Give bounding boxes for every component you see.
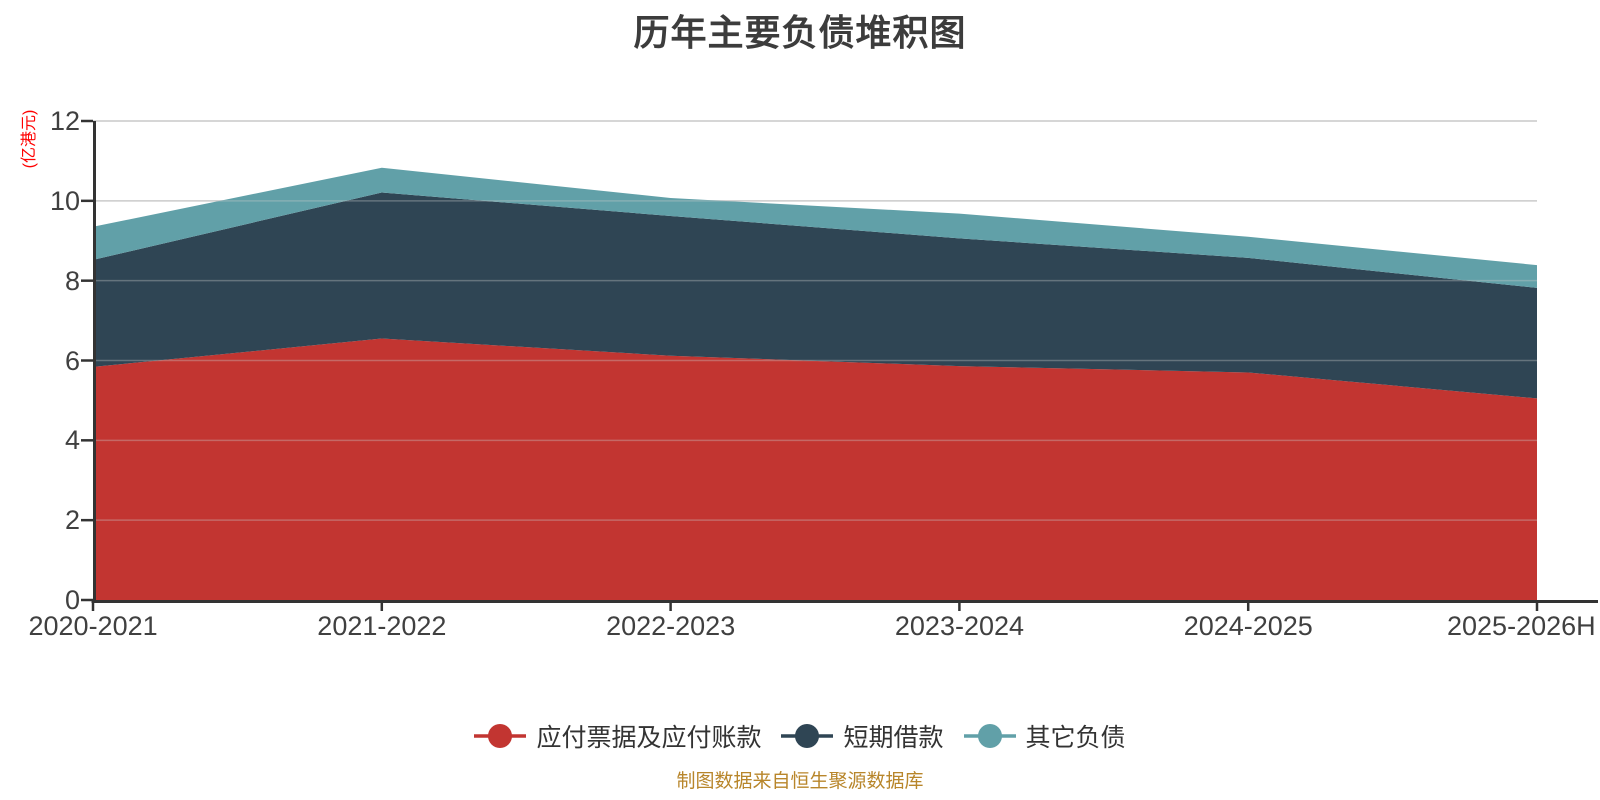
area-series-2[interactable] [93,192,1537,399]
legend-item[interactable]: 应付票据及应付账款 [474,718,761,754]
x-tick-label: 2024-2025 [1183,611,1313,641]
legend-label: 应付票据及应付账款 [536,724,762,752]
y-tick-label: 0 [64,585,80,615]
x-tick-label: 2023-2024 [894,611,1025,641]
legend-line-circle-icon [781,724,834,748]
x-tick-label: 2025-2026H [1447,611,1596,641]
y-tick-label: 8 [64,265,80,296]
area-series-1[interactable] [93,338,1537,600]
y-tick-label: 6 [64,345,80,376]
legend-item[interactable]: 短期借款 [781,718,944,754]
y-tick-label: 10 [49,185,80,216]
y-tick-label: 2 [64,505,80,536]
chart-title: 历年主要负债堆积图 [633,12,967,53]
x-tick-label: 2020-2021 [28,611,158,641]
x-tick-label: 2022-2023 [606,611,736,641]
legend: 应付票据及应付账款 短期借款 其它负债 [0,718,1600,754]
area-series-3[interactable] [93,167,1537,288]
legend-label: 短期借款 [843,724,944,752]
legend-line-circle-icon [963,724,1016,748]
x-tick-label: 2021-2022 [317,611,447,641]
y-tick-label: 4 [64,425,80,456]
legend-label: 其它负债 [1025,724,1126,752]
y-tick-label: 12 [49,106,80,136]
legend-item[interactable]: 其它负债 [963,718,1126,754]
legend-line-circle-icon [474,724,527,748]
footer-note: 制图数据来自恒生聚源数据库 [676,771,924,792]
